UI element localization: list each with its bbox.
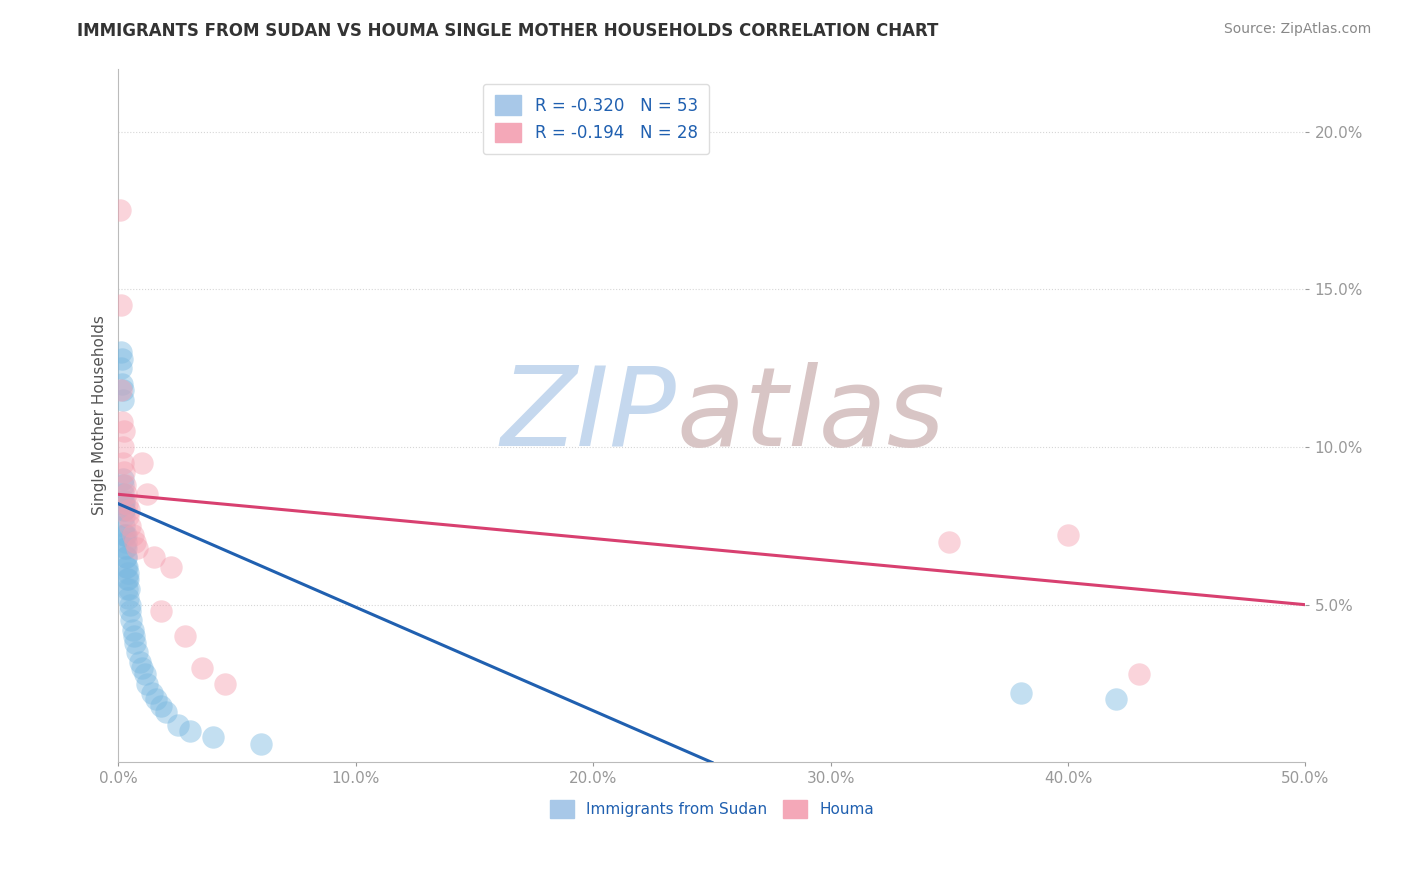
Point [115,497,138,511]
Point [1128,667,1150,681]
Point [150,698,173,713]
Text: atlas: atlas [676,362,945,469]
Point [120,604,142,618]
Point [112,487,135,501]
Point [121,623,143,637]
Point [145,692,167,706]
Point [166,717,188,731]
Point [112,465,135,479]
Point [214,676,236,690]
Point [114,528,136,542]
Point [111,383,134,397]
Point [1104,692,1126,706]
Point [110,383,132,397]
Point [121,528,143,542]
Point [250,737,273,751]
Point [114,550,136,565]
Text: IMMIGRANTS FROM SUDAN VS HOUMA SINGLE MOTHER HOUSEHOLDS CORRELATION CHART: IMMIGRANTS FROM SUDAN VS HOUMA SINGLE MO… [77,22,939,40]
Point [122,629,145,643]
Point [112,503,135,517]
Point [114,541,136,555]
Point [114,534,136,549]
Point [111,376,134,391]
Point [112,478,135,492]
Point [131,661,153,675]
Point [112,503,135,517]
Point [190,661,212,675]
Point [141,686,163,700]
Point [112,497,135,511]
Point [112,509,135,524]
Point [202,730,225,744]
Point [112,456,135,470]
Point [112,424,135,438]
Point [128,655,150,669]
Point [111,415,134,429]
Point [110,298,132,312]
Point [112,472,135,486]
Point [115,560,138,574]
Point [127,645,149,659]
Point [117,582,139,596]
Point [110,203,132,218]
Point [1057,528,1080,542]
Point [117,573,139,587]
Point [136,487,159,501]
Point [124,534,146,549]
Point [112,493,135,508]
Legend: Immigrants from Sudan, Houma: Immigrants from Sudan, Houma [544,794,880,824]
Point [112,528,135,542]
Point [112,519,135,533]
Point [118,582,141,596]
Point [110,345,132,359]
Point [110,361,132,376]
Point [118,503,141,517]
Text: ZIP: ZIP [501,362,676,469]
Point [121,614,143,628]
Point [112,497,135,511]
Point [117,566,139,581]
Point [120,519,142,533]
Point [111,392,134,407]
Point [155,705,177,719]
Point [179,723,201,738]
Point [1010,686,1032,700]
Point [118,598,141,612]
Text: Source: ZipAtlas.com: Source: ZipAtlas.com [1223,22,1371,37]
Point [150,604,173,618]
Point [159,560,181,574]
Point [117,591,139,606]
Point [131,456,153,470]
Point [938,534,960,549]
Point [136,676,159,690]
Point [114,487,136,501]
Point [114,528,136,542]
Point [114,541,136,555]
Point [115,550,138,565]
Y-axis label: Single Mother Households: Single Mother Households [93,316,107,516]
Point [127,541,149,555]
Point [111,351,134,366]
Point [111,440,134,454]
Point [174,629,197,643]
Point [134,667,156,681]
Point [124,635,146,649]
Point [115,560,138,574]
Point [114,478,136,492]
Point [115,573,138,587]
Point [143,550,166,565]
Point [117,509,139,524]
